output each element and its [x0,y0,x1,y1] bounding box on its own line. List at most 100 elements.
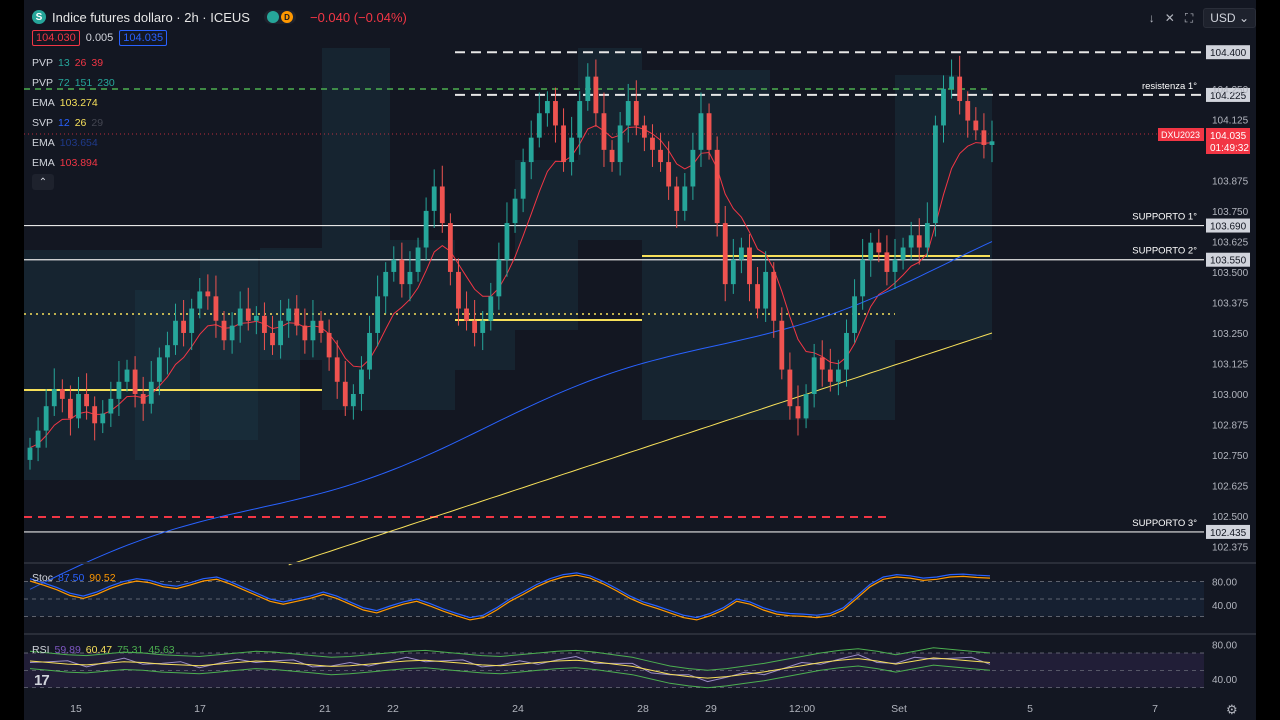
rsi-value-1: 59.89 [54,644,81,656]
candle-body [302,325,308,341]
quote-panel: 104.030 0.005 104.035 [32,30,168,46]
stoch-legend[interactable]: Stoc 87.50 90.52 [32,572,116,584]
level-price-label: 103.550 [1210,256,1247,267]
candle-body [342,381,348,407]
candle-body [350,393,356,407]
candle-body [229,325,235,341]
legend-value: 103.894 [59,157,98,169]
candle-body [165,345,170,358]
candle-body [124,369,130,382]
volume-profile-box [642,70,708,420]
symbol-header[interactable]: S Indice futures dollaro · 2h · ICEUS D … [32,8,407,26]
candle-body [536,113,542,138]
candle-body [569,137,575,163]
volume-profile-box [200,258,258,440]
settings-icon[interactable]: ⚙ [1226,702,1238,717]
legend-row-ema[interactable]: EMA 103.274 [32,97,98,109]
collapse-legend-button[interactable]: ⌃ [32,174,54,190]
buy-price-button[interactable]: 104.035 [119,30,168,46]
candle-body [852,296,857,333]
candle-body [779,320,785,370]
fullscreen-icon[interactable]: ⛶ [1184,10,1194,25]
time-tick-label: 17 [194,703,206,715]
rsi-legend[interactable]: RSI 59.89 60.47 75.31 45.63 [32,644,175,656]
price-tick-label: 102.500 [1212,512,1249,523]
stoch-k-value: 87.50 [58,572,85,584]
candle-body [553,101,558,126]
tradingview-logo[interactable]: 17 [34,672,50,689]
stoch-d-value: 90.52 [89,572,116,584]
candle-body [447,223,453,272]
time-tick-label: 29 [705,703,717,715]
legend-value: 151 [74,77,93,89]
candle-body [359,369,364,394]
candle-body [43,406,49,431]
candle-body [908,235,914,248]
time-tick-label: 28 [637,703,649,715]
candle-body [173,320,178,346]
candle-body [221,320,227,341]
time-tick-label: 21 [319,703,331,715]
countdown-label: 01:49:32 [1210,143,1249,154]
legend-row-ema[interactable]: EMA 103.894 [32,157,98,169]
legend-value: 26 [74,117,87,129]
price-tick-label: 102.625 [1212,482,1249,493]
volume-profile-box [135,290,190,460]
candle-body [84,393,89,407]
candle-body [415,247,421,272]
candle-body [868,242,874,260]
candle-body [666,162,672,187]
price-tick-label: 103.500 [1212,268,1249,279]
candle-body [245,308,251,321]
candle-body [181,320,187,333]
time-tick-label: 22 [387,703,399,715]
currency-select[interactable]: USD ⌄ [1203,8,1256,28]
legend-row-ema[interactable]: EMA 103.654 [32,137,98,149]
candle-body [407,271,413,285]
candle-body [197,291,203,309]
level-price-label: 104.400 [1210,48,1247,59]
rsi-value-4: 45.63 [148,644,175,656]
legend-row-pvp[interactable]: PVP 72 151 230 [32,77,115,89]
candle-body [933,125,938,224]
level-price-label: 103.690 [1210,222,1247,233]
candle-body [213,296,219,321]
candle-body [916,235,922,248]
candle-body [892,259,898,272]
candle-body [755,284,760,309]
price-pane [24,40,1204,560]
legend-indicator-name: EMA [32,137,55,149]
candle-body [237,308,243,326]
candle-body [27,447,33,460]
candle-body [577,101,583,138]
candle-body [528,137,534,163]
stoch-tick-label: 40.00 [1212,601,1237,612]
candle-body [512,198,518,224]
candle-body [957,76,963,102]
candle-body [148,381,154,404]
price-change: −0.040 (−0.04%) [309,9,407,25]
sell-price-button[interactable]: 104.030 [32,30,80,46]
legend-row-pvp[interactable]: PVP 13 26 39 [32,57,103,69]
time-tick-label: 7 [1152,703,1158,715]
candle-body [439,186,445,224]
download-icon[interactable]: ↓ [1148,11,1155,25]
candle-body [472,320,478,333]
legend-row-svp[interactable]: SVP 12 26 29 [32,117,103,129]
symbol-logo-icon: S [32,10,46,24]
level-name-label: SUPPORTO 2° [1132,246,1197,257]
candle-body [488,296,494,321]
candle-body [981,130,987,145]
level-name-label: SUPPORTO 3° [1132,518,1197,529]
close-icon[interactable]: ✕ [1164,11,1175,25]
candle-body [59,389,65,399]
price-tick-label: 103.000 [1212,390,1249,401]
level-price-label: 102.435 [1210,528,1247,539]
rsi-tick-label: 80.00 [1212,640,1237,651]
top-right-toolbar: ↓ ✕ ⛶ USD ⌄ [1149,8,1256,28]
candle-body [383,271,389,297]
symbol-title[interactable]: Indice futures dollaro · 2h · ICEUS [52,9,250,25]
candle-body [730,259,736,285]
legend-value: 103.274 [59,97,98,109]
